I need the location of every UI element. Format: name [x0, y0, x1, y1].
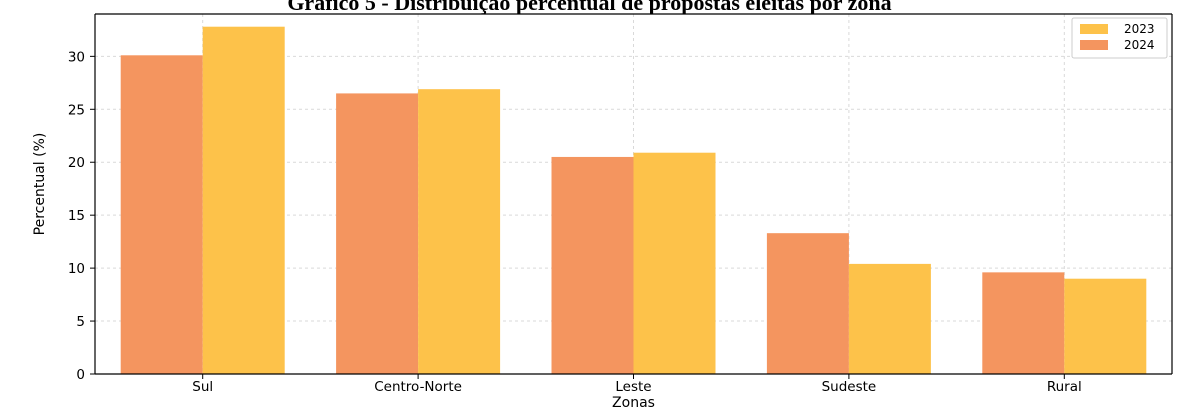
y-axis-title: Percentual (%)	[32, 133, 48, 236]
bar-2023-leste	[633, 152, 716, 374]
legend-label-2024: 2024	[1124, 38, 1155, 52]
bars	[120, 26, 1147, 375]
y-tick-label: 20	[68, 155, 85, 171]
bar-2024-centro-norte	[336, 93, 419, 374]
y-tick-label: 0	[76, 367, 85, 383]
legend-swatch-2024	[1080, 40, 1108, 50]
chart-title: Gráfico 5 - Distribuição percentual de p…	[287, 0, 892, 15]
axes	[90, 13, 1173, 379]
y-tick-label: 10	[68, 261, 85, 277]
bar-2023-sul	[202, 26, 285, 375]
y-tick-label: 5	[76, 314, 85, 330]
bar-2024-rural	[982, 272, 1065, 374]
x-tick-label: Sudeste	[822, 379, 877, 395]
legend-swatch-2023	[1080, 24, 1108, 34]
x-tick-label: Centro-Norte	[374, 379, 462, 395]
legend-label-2023: 2023	[1124, 22, 1155, 36]
x-tick-label: Sul	[192, 379, 213, 395]
y-tick-label: 25	[68, 102, 85, 118]
bar-2023-sudeste	[848, 263, 931, 374]
x-axis-title: Zonas	[612, 395, 655, 410]
y-tick-label: 30	[68, 49, 85, 65]
x-tick-label: Rural	[1047, 379, 1082, 395]
tick-labels: 0 5 10 15 20 25 30 Sul Centro-Norte Leste Sudeste R…	[68, 49, 1082, 395]
bar-2024-sul	[120, 55, 203, 374]
x-tick-label: Leste	[615, 379, 651, 395]
y-tick-label: 15	[68, 208, 85, 224]
bar-2024-sudeste	[766, 233, 849, 374]
bar-2024-leste	[551, 156, 634, 374]
bar-2023-centro-norte	[418, 89, 501, 375]
legend: 2023 2024	[1071, 17, 1168, 59]
bar-2023-rural	[1064, 278, 1147, 374]
